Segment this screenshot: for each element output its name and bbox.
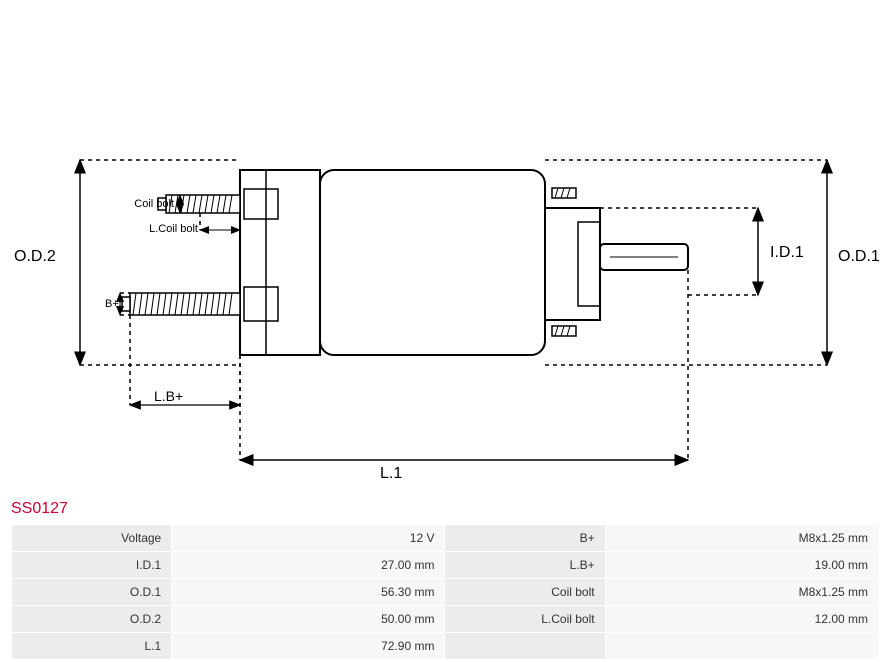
label-l1: L.1 bbox=[380, 465, 402, 483]
technical-diagram: O.D.2 O.D.1 I.D.1 L.1 L.B+ B+ Coil bolt … bbox=[0, 10, 889, 490]
spec-label: Coil bolt bbox=[445, 579, 604, 605]
spec-value: 12.00 mm bbox=[606, 606, 878, 632]
table-row: I.D.127.00 mmL.B+19.00 mm bbox=[12, 552, 878, 578]
spec-value bbox=[606, 633, 878, 659]
spec-label bbox=[445, 633, 604, 659]
spec-label: B+ bbox=[445, 525, 604, 551]
table-row: O.D.156.30 mmCoil boltM8x1.25 mm bbox=[12, 579, 878, 605]
label-coilbolt: Coil bolt bbox=[124, 198, 174, 210]
spec-value: 50.00 mm bbox=[172, 606, 444, 632]
label-od2: O.D.2 bbox=[14, 248, 56, 266]
spec-label: Voltage bbox=[12, 525, 171, 551]
spec-label: L.Coil bolt bbox=[445, 606, 604, 632]
spec-value: 27.00 mm bbox=[172, 552, 444, 578]
table-row: Voltage12 VB+M8x1.25 mm bbox=[12, 525, 878, 551]
spec-table: Voltage12 VB+M8x1.25 mmI.D.127.00 mmL.B+… bbox=[11, 524, 879, 660]
spec-value: 56.30 mm bbox=[172, 579, 444, 605]
spec-value: M8x1.25 mm bbox=[606, 525, 878, 551]
label-lbplus: L.B+ bbox=[154, 388, 183, 404]
spec-value: 12 V bbox=[172, 525, 444, 551]
spec-label: L.1 bbox=[12, 633, 171, 659]
label-id1: I.D.1 bbox=[770, 244, 804, 262]
spec-value: 19.00 mm bbox=[606, 552, 878, 578]
label-od1: O.D.1 bbox=[838, 248, 880, 266]
table-row: L.172.90 mm bbox=[12, 633, 878, 659]
spec-label: I.D.1 bbox=[12, 552, 171, 578]
spec-value: 72.90 mm bbox=[172, 633, 444, 659]
spec-value: M8x1.25 mm bbox=[606, 579, 878, 605]
spec-label: O.D.2 bbox=[12, 606, 171, 632]
diagram-svg bbox=[0, 10, 889, 490]
spec-label: L.B+ bbox=[445, 552, 604, 578]
part-id: SS0127 bbox=[11, 500, 68, 518]
spec-label: O.D.1 bbox=[12, 579, 171, 605]
label-lcoilbolt: L.Coil bolt bbox=[148, 223, 198, 235]
label-bplus: B+ bbox=[105, 298, 119, 310]
table-row: O.D.250.00 mmL.Coil bolt12.00 mm bbox=[12, 606, 878, 632]
